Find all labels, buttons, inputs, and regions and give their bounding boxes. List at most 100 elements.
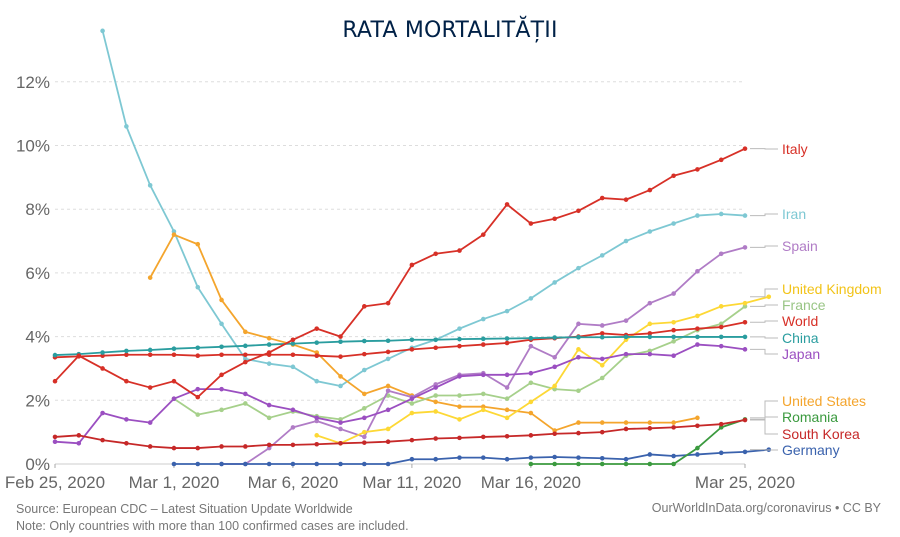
data-point[interactable] — [338, 417, 343, 422]
data-point[interactable] — [409, 410, 415, 416]
data-point[interactable] — [385, 388, 391, 394]
data-point[interactable] — [52, 434, 58, 440]
data-point[interactable] — [219, 372, 224, 378]
data-point[interactable] — [647, 300, 653, 306]
data-point[interactable] — [647, 426, 653, 431]
data-point[interactable] — [623, 351, 629, 357]
data-point[interactable] — [219, 407, 224, 413]
data-point[interactable] — [219, 386, 224, 392]
data-point[interactable] — [742, 146, 748, 151]
data-point[interactable] — [171, 378, 177, 384]
data-point[interactable] — [195, 353, 201, 359]
data-point[interactable] — [647, 461, 653, 467]
data-point[interactable] — [266, 461, 272, 467]
data-point[interactable] — [528, 343, 534, 349]
data-point[interactable] — [742, 319, 748, 325]
data-point[interactable] — [362, 440, 367, 445]
data-point[interactable] — [385, 426, 391, 432]
data-point[interactable] — [266, 335, 272, 341]
data-point[interactable] — [243, 391, 248, 397]
data-point[interactable] — [457, 374, 462, 379]
legend-item-iran[interactable]: Iran — [750, 206, 806, 222]
data-point[interactable] — [338, 334, 343, 339]
data-point[interactable] — [718, 157, 724, 163]
data-point[interactable] — [266, 342, 272, 347]
data-point[interactable] — [647, 452, 653, 457]
data-point[interactable] — [52, 439, 58, 445]
data-point[interactable] — [718, 321, 724, 327]
data-point[interactable] — [576, 388, 581, 394]
data-point[interactable] — [504, 372, 510, 378]
data-point[interactable] — [623, 318, 629, 323]
data-point[interactable] — [504, 456, 510, 462]
data-point[interactable] — [433, 385, 438, 390]
data-point[interactable] — [766, 294, 772, 300]
data-point[interactable] — [528, 296, 534, 301]
data-point[interactable] — [576, 355, 581, 360]
data-point[interactable] — [599, 362, 605, 368]
data-point[interactable] — [742, 245, 748, 250]
data-point[interactable] — [338, 383, 343, 389]
legend-item-united-states[interactable]: United States — [750, 393, 866, 419]
data-point[interactable] — [171, 229, 177, 234]
data-point[interactable] — [338, 426, 343, 432]
data-point[interactable] — [433, 436, 438, 441]
data-point[interactable] — [409, 456, 415, 462]
data-point[interactable] — [314, 415, 320, 421]
data-point[interactable] — [552, 335, 557, 340]
data-point[interactable] — [718, 425, 724, 430]
data-point[interactable] — [243, 329, 248, 335]
legend-item-south-korea[interactable]: South Korea — [750, 419, 860, 442]
data-point[interactable] — [718, 450, 724, 456]
data-point[interactable] — [100, 410, 105, 416]
data-point[interactable] — [457, 248, 462, 253]
data-point[interactable] — [338, 440, 343, 446]
data-point[interactable] — [290, 341, 296, 346]
series-line[interactable] — [101, 30, 746, 387]
data-point[interactable] — [147, 183, 153, 188]
data-point[interactable] — [504, 308, 510, 314]
data-point[interactable] — [195, 345, 201, 351]
data-point[interactable] — [599, 253, 605, 258]
data-point[interactable] — [219, 297, 224, 303]
data-point[interactable] — [552, 461, 557, 467]
data-point[interactable] — [219, 461, 224, 467]
data-point[interactable] — [695, 423, 700, 429]
data-point[interactable] — [266, 445, 272, 451]
series-line[interactable] — [316, 295, 770, 445]
data-point[interactable] — [742, 347, 748, 352]
data-point[interactable] — [457, 417, 462, 422]
data-point[interactable] — [147, 352, 153, 358]
data-point[interactable] — [457, 404, 462, 409]
data-point[interactable] — [528, 455, 534, 460]
data-point[interactable] — [385, 461, 391, 467]
data-point[interactable] — [528, 461, 534, 467]
data-point[interactable] — [243, 444, 248, 449]
data-point[interactable] — [219, 352, 224, 358]
legend-item-germany[interactable]: Germany — [750, 442, 840, 458]
data-point[interactable] — [243, 359, 248, 365]
data-point[interactable] — [552, 355, 557, 360]
data-point[interactable] — [385, 300, 391, 306]
data-point[interactable] — [576, 208, 581, 214]
series-line[interactable] — [54, 419, 746, 449]
data-point[interactable] — [671, 420, 676, 425]
data-point[interactable] — [647, 420, 653, 425]
data-point[interactable] — [76, 433, 82, 438]
data-point[interactable] — [647, 321, 653, 327]
data-point[interactable] — [76, 440, 82, 446]
data-point[interactable] — [171, 352, 177, 358]
data-point[interactable] — [290, 461, 296, 467]
data-point[interactable] — [457, 435, 462, 441]
data-point[interactable] — [433, 409, 438, 414]
data-point[interactable] — [362, 367, 367, 373]
data-point[interactable] — [504, 202, 510, 207]
data-point[interactable] — [552, 216, 557, 222]
data-point[interactable] — [290, 442, 296, 448]
data-point[interactable] — [385, 383, 391, 389]
data-point[interactable] — [528, 221, 534, 226]
data-point[interactable] — [647, 187, 653, 193]
data-point[interactable] — [671, 221, 676, 226]
data-point[interactable] — [671, 173, 676, 179]
data-point[interactable] — [576, 347, 581, 352]
